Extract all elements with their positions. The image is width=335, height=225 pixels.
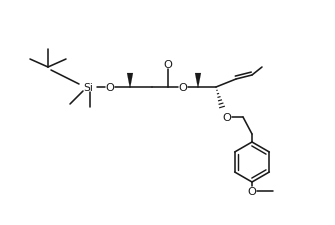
Polygon shape xyxy=(195,74,201,88)
Text: O: O xyxy=(163,60,173,70)
Text: O: O xyxy=(248,186,256,196)
Text: O: O xyxy=(179,83,188,93)
Polygon shape xyxy=(127,74,133,88)
Text: O: O xyxy=(222,112,231,122)
Text: O: O xyxy=(106,83,115,93)
Text: Si: Si xyxy=(83,83,93,93)
